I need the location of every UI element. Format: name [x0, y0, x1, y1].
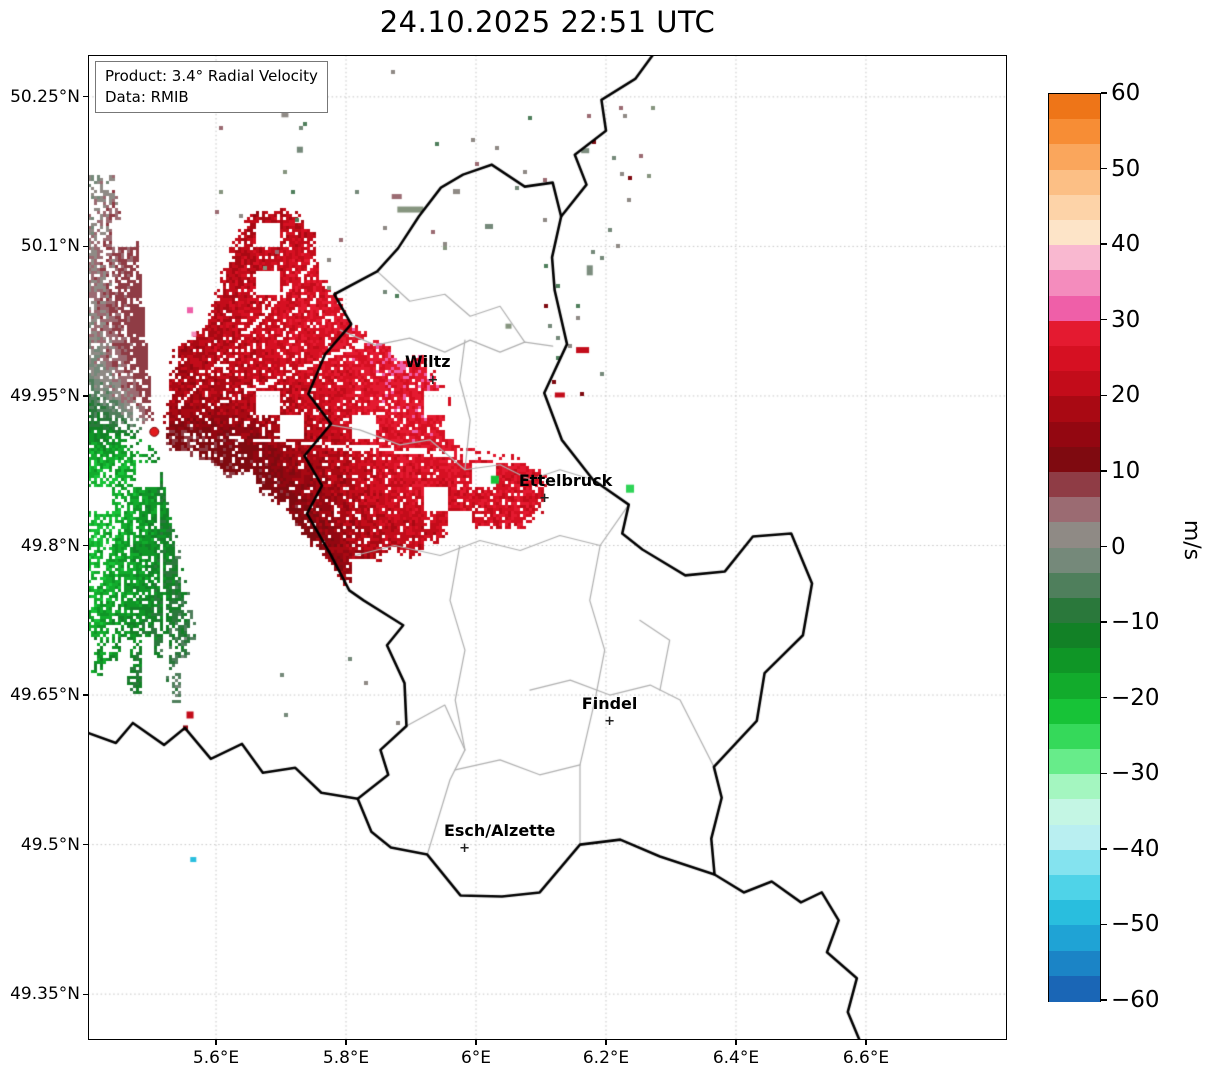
colorbar-tick-label: −10 — [1111, 609, 1160, 636]
colorbar-segment — [1049, 925, 1100, 952]
lat-tick-mark — [83, 694, 88, 696]
colorbar-tick-mark — [1101, 319, 1107, 321]
colorbar-tick-mark — [1101, 243, 1107, 245]
lat-tick-label: 50.1°N — [20, 236, 80, 257]
colorbar-segment — [1049, 673, 1100, 700]
map-plot-area: + Wiltz + Ettelbruck + Findel + Esch/Alzette Pr… — [88, 55, 1007, 1040]
colorbar-tick-label: −30 — [1111, 760, 1160, 787]
colorbar-segment — [1049, 975, 1100, 1002]
colorbar-segment — [1049, 799, 1100, 826]
product-info-box: Product: 3.4° Radial Velocity Data: RMIB — [95, 61, 328, 114]
colorbar-tick-mark — [1101, 167, 1107, 170]
colorbar-segment — [1049, 547, 1100, 574]
colorbar-tick-label: 0 — [1111, 533, 1126, 560]
colorbar-segment — [1049, 94, 1100, 120]
lat-tick-mark — [83, 245, 88, 247]
colorbar-segment — [1049, 371, 1100, 397]
colorbar-tick-mark — [1101, 923, 1107, 926]
colorbar-segment — [1049, 169, 1100, 196]
lat-tick-label: 49.5°N — [20, 834, 80, 855]
data-source-line: Data: RMIB — [105, 87, 189, 106]
colorbar-segment — [1049, 824, 1100, 851]
colorbar-segment — [1049, 572, 1100, 599]
colorbar-segment — [1049, 749, 1100, 775]
lon-tick-mark — [345, 1040, 347, 1045]
colorbar-segment — [1049, 270, 1100, 297]
colorbar-segment — [1049, 950, 1100, 977]
lat-tick-mark — [83, 544, 88, 547]
lon-tick-mark — [865, 1040, 867, 1045]
product-info-line: Product: 3.4° Radial Velocity — [105, 67, 318, 85]
lat-tick-mark — [83, 96, 88, 98]
colorbar-tick-mark — [1101, 92, 1107, 94]
colorbar-tick-label: −50 — [1111, 911, 1160, 938]
colorbar-segment — [1049, 421, 1100, 448]
lat-tick-label: 49.35°N — [10, 984, 80, 1005]
colorbar-segment — [1049, 723, 1100, 750]
colorbar-tick-mark — [1101, 696, 1107, 699]
colorbar-segment — [1049, 849, 1100, 876]
lon-tick-mark — [215, 1040, 217, 1045]
lon-tick-label: 5.6°E — [192, 1048, 240, 1068]
lon-tick-label: 5.8°E — [322, 1048, 370, 1068]
figure-title: 24.10.2025 22:51 UTC — [379, 5, 716, 39]
colorbar — [1048, 93, 1101, 1002]
colorbar-segment — [1049, 900, 1100, 926]
lat-tick-label: 50.25°N — [10, 86, 80, 107]
colorbar-tick-label: 30 — [1111, 306, 1141, 333]
colorbar-tick-label: 60 — [1111, 80, 1141, 106]
lon-tick-mark — [605, 1040, 607, 1045]
lat-tick-mark — [83, 993, 88, 995]
colorbar-tick-mark — [1101, 545, 1107, 548]
colorbar-tick-label: −20 — [1111, 684, 1160, 711]
colorbar-segment — [1049, 698, 1100, 725]
colorbar-tick-label: 10 — [1111, 457, 1141, 484]
colorbar-segment — [1049, 396, 1100, 423]
colorbar-segment — [1049, 774, 1100, 801]
colorbar-tick-mark — [1101, 621, 1107, 623]
lat-tick-mark — [83, 395, 88, 397]
colorbar-segment — [1049, 194, 1100, 221]
colorbar-segment — [1049, 245, 1100, 271]
lat-tick-label: 49.95°N — [10, 385, 80, 406]
lon-tick-label: 6.6°E — [842, 1048, 890, 1068]
radar-velocity-canvas — [88, 55, 1007, 1040]
lat-tick-label: 49.8°N — [20, 535, 80, 556]
lon-tick-label: 6.4°E — [712, 1048, 760, 1068]
colorbar-segment — [1049, 345, 1100, 372]
colorbar-segment — [1049, 320, 1100, 347]
lat-tick-mark — [83, 843, 88, 846]
colorbar-tick-label: 50 — [1111, 155, 1141, 182]
colorbar-segment — [1049, 497, 1100, 523]
colorbar-segment — [1049, 471, 1100, 498]
lat-tick-label: 49.65°N — [10, 685, 80, 706]
colorbar-segment — [1049, 295, 1100, 322]
lon-tick-label: 6°E — [460, 1048, 492, 1068]
colorbar-tick-label: −40 — [1111, 835, 1160, 862]
lon-tick-mark — [475, 1040, 477, 1045]
colorbar-tick-mark — [1101, 848, 1107, 850]
colorbar-tick-label: 40 — [1111, 231, 1141, 258]
colorbar-tick-label: 20 — [1111, 382, 1141, 409]
colorbar-tick-label: −60 — [1111, 987, 1160, 1013]
lon-tick-mark — [735, 1040, 737, 1045]
colorbar-segment — [1049, 648, 1100, 675]
lon-tick-label: 6.2°E — [582, 1048, 630, 1068]
colorbar-segment — [1049, 875, 1100, 901]
colorbar-segment — [1049, 144, 1100, 171]
colorbar-tick-mark — [1101, 999, 1107, 1001]
colorbar-segment — [1049, 446, 1100, 473]
colorbar-segment — [1049, 119, 1100, 145]
colorbar-segment — [1049, 623, 1100, 649]
colorbar-segment — [1049, 597, 1100, 624]
colorbar-tick-mark — [1101, 772, 1107, 774]
colorbar-segment — [1049, 522, 1100, 549]
colorbar-tick-mark — [1101, 394, 1107, 397]
colorbar-segment — [1049, 219, 1100, 246]
colorbar-tick-mark — [1101, 470, 1107, 472]
